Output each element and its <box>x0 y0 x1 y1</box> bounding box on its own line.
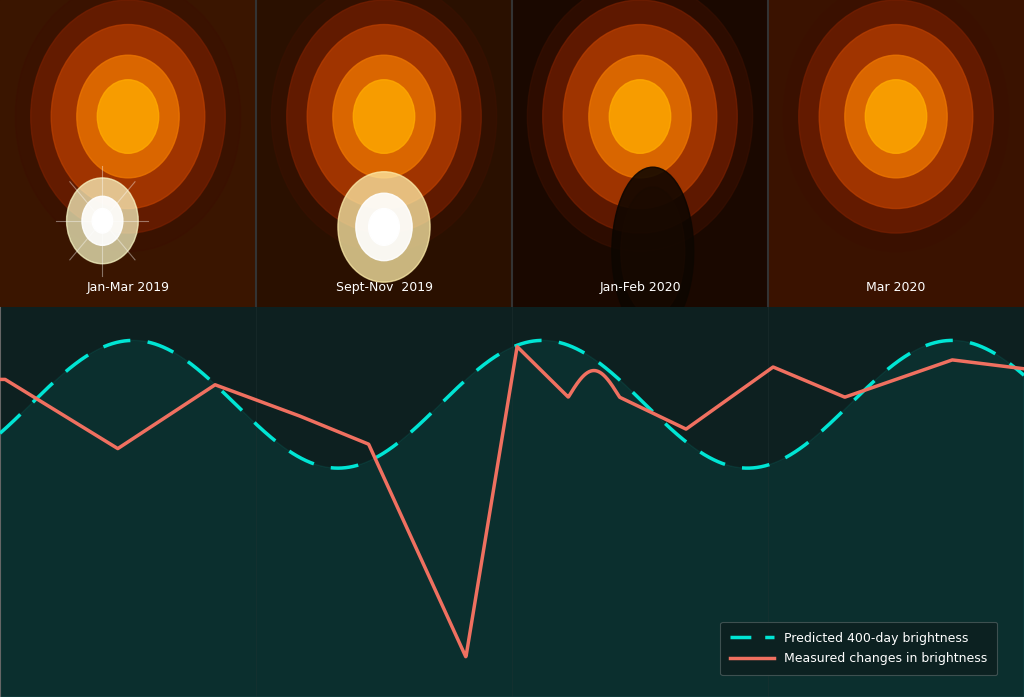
Circle shape <box>527 0 753 252</box>
Circle shape <box>369 208 399 245</box>
Circle shape <box>82 197 123 245</box>
Text: Sept-Nov  2019: Sept-Nov 2019 <box>336 282 432 294</box>
Circle shape <box>307 24 461 208</box>
Circle shape <box>338 171 430 282</box>
Circle shape <box>819 24 973 208</box>
Bar <box>512 0 768 307</box>
Bar <box>0 0 256 307</box>
Circle shape <box>333 55 435 178</box>
Circle shape <box>356 193 412 261</box>
Bar <box>256 0 512 307</box>
Circle shape <box>31 0 225 233</box>
Circle shape <box>77 55 179 178</box>
Circle shape <box>865 79 927 153</box>
Circle shape <box>51 24 205 208</box>
Text: Mar 2020: Mar 2020 <box>866 282 926 294</box>
Legend: Predicted 400-day brightness, Measured changes in brightness: Predicted 400-day brightness, Measured c… <box>720 622 997 675</box>
Circle shape <box>783 0 1009 252</box>
Circle shape <box>353 79 415 153</box>
Circle shape <box>563 24 717 208</box>
Circle shape <box>67 178 138 263</box>
Circle shape <box>92 208 113 233</box>
Bar <box>768 0 1024 307</box>
Text: Jan-Mar 2019: Jan-Mar 2019 <box>86 282 170 294</box>
Text: Jan-Feb 2020: Jan-Feb 2020 <box>599 282 681 294</box>
Circle shape <box>97 79 159 153</box>
Circle shape <box>271 0 497 252</box>
Circle shape <box>543 0 737 233</box>
Circle shape <box>799 0 993 233</box>
Ellipse shape <box>611 167 694 336</box>
Ellipse shape <box>621 187 685 316</box>
Circle shape <box>589 55 691 178</box>
Circle shape <box>15 0 241 252</box>
Circle shape <box>287 0 481 233</box>
Circle shape <box>845 55 947 178</box>
Circle shape <box>609 79 671 153</box>
